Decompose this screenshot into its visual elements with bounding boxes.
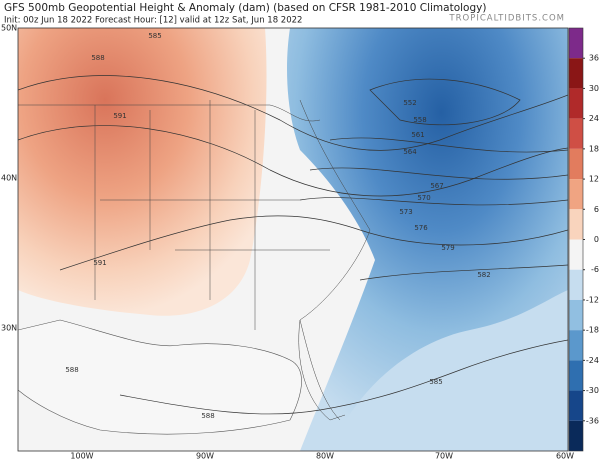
colorbar-swatch xyxy=(569,239,583,270)
contour-label: 579 xyxy=(441,244,454,252)
warm-anomaly xyxy=(18,28,267,316)
colorbar-label: -24 xyxy=(586,356,599,365)
colorbar-label: -30 xyxy=(586,386,599,395)
colorbar-swatch xyxy=(569,118,583,149)
contour-label: 588 xyxy=(201,412,214,420)
colorbar-label: 6 xyxy=(594,205,599,214)
contours xyxy=(18,75,568,415)
colorbar-label: -36 xyxy=(586,416,599,425)
contour-label: 591 xyxy=(93,259,106,267)
contour-label: 558 xyxy=(413,116,426,124)
lat-label: 50N xyxy=(1,24,17,33)
colorbar-label: 18 xyxy=(589,144,599,153)
colorbar-swatch xyxy=(569,28,583,59)
credit: TROPICALTIDBITS.COM xyxy=(448,14,565,24)
contour-label: 561 xyxy=(411,131,424,139)
colorbar-swatch xyxy=(569,209,583,240)
colorbar-swatch xyxy=(569,330,583,361)
contour-label: 588 xyxy=(65,366,78,374)
contour-label: 588 xyxy=(91,54,104,62)
lon-label: 70W xyxy=(435,452,453,461)
colorbar-swatch xyxy=(569,58,583,89)
title: GFS 500mb Geopotential Height & Anomaly … xyxy=(4,2,486,14)
colorbar-swatch xyxy=(569,390,583,421)
colorbar-label: 30 xyxy=(589,84,599,93)
lon-label: 80W xyxy=(316,452,334,461)
borders xyxy=(18,99,371,421)
colorbar-label: 24 xyxy=(589,114,599,123)
contour-label: 552 xyxy=(403,99,416,107)
lat-label: 40N xyxy=(1,174,17,183)
contour-label: 585 xyxy=(148,32,161,40)
lon-label: 90W xyxy=(196,452,214,461)
colorbar-label: 36 xyxy=(589,54,599,63)
colorbar-swatch xyxy=(569,179,583,210)
colorbar-label: -12 xyxy=(586,295,599,304)
colorbar-swatch xyxy=(569,299,583,331)
colorbar-label: 0 xyxy=(594,235,599,244)
contour-label: 567 xyxy=(430,182,443,190)
subtitle: Init: 00z Jun 18 2022 Forecast Hour: [12… xyxy=(4,16,302,26)
lon-label: 60W xyxy=(556,452,574,461)
contour-label: 582 xyxy=(477,271,490,279)
lon-label: 100W xyxy=(70,452,93,461)
gulf xyxy=(18,319,302,435)
contour-label: 591 xyxy=(113,112,126,120)
colorbar-swatch xyxy=(569,88,583,119)
contour-label: 576 xyxy=(414,224,428,232)
colorbar-swatch xyxy=(569,148,583,180)
colorbar-swatch xyxy=(569,360,583,391)
contour-label: 570 xyxy=(417,194,430,202)
map-frame xyxy=(17,27,569,452)
lat-label: 30N xyxy=(1,324,17,333)
colorbar-label: -18 xyxy=(586,326,599,335)
contour-label: 573 xyxy=(399,208,412,216)
colorbar-swatch xyxy=(569,269,583,300)
colorbar-label: 12 xyxy=(589,175,599,184)
contour-label: 585 xyxy=(429,378,442,386)
colorbar-swatch xyxy=(569,420,583,451)
cool-anomaly-south xyxy=(330,290,568,451)
colorbar-label: -6 xyxy=(591,265,599,274)
contour-label: 564 xyxy=(403,148,417,156)
map-area xyxy=(18,28,568,451)
